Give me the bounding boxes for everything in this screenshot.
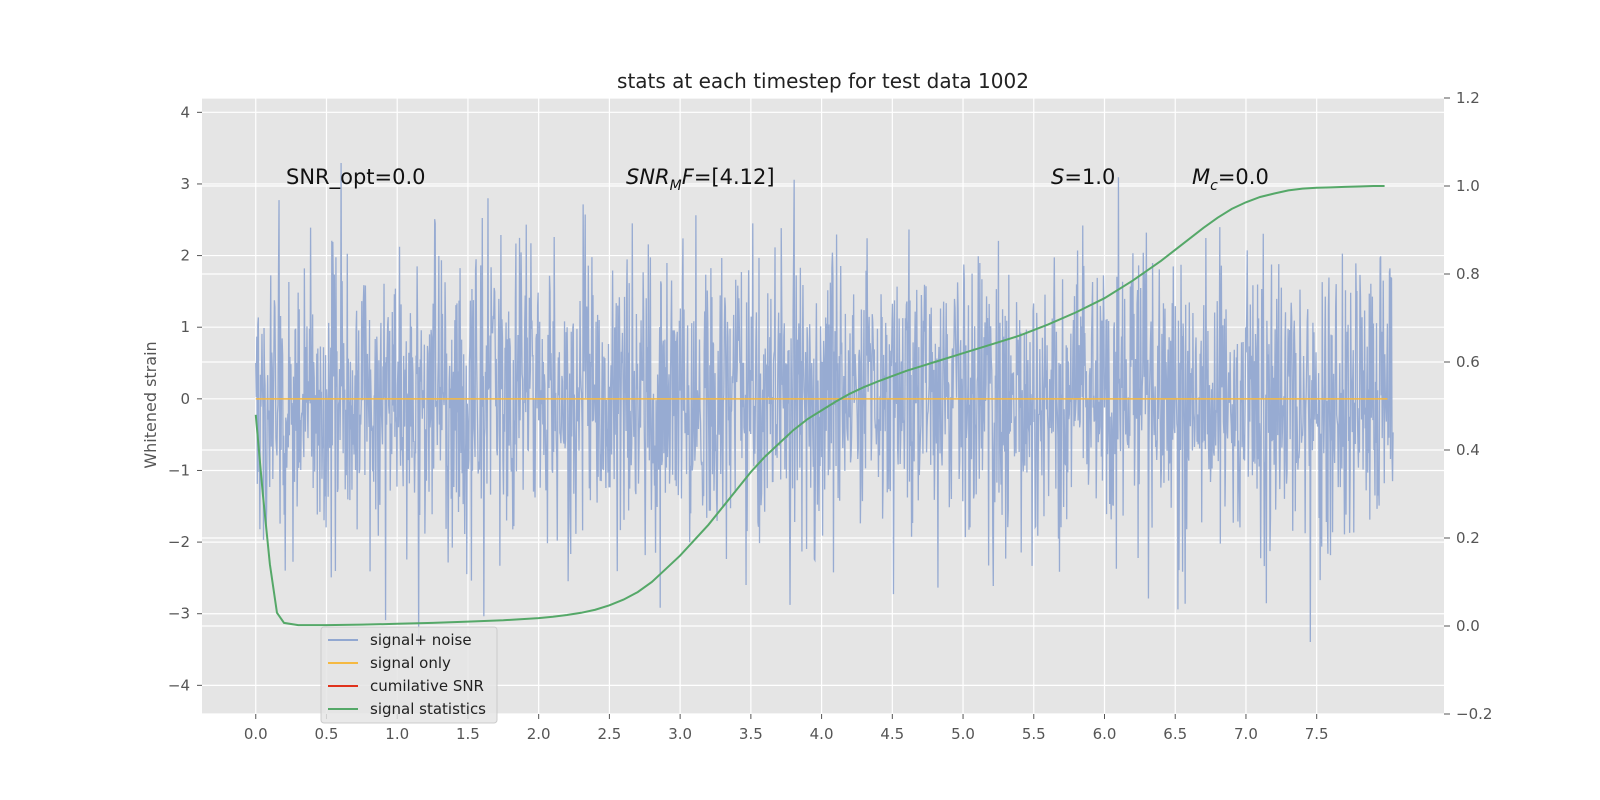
x-tick-label: 3.0 [668, 725, 692, 743]
x-tick-label: 1.0 [385, 725, 409, 743]
y2-tick-label: 0.0 [1456, 617, 1480, 635]
x-tick-label: 7.0 [1234, 725, 1258, 743]
y2-tick-label: 1.2 [1456, 89, 1480, 107]
signal-plus-noise-series [255, 162, 1394, 647]
y2-tick-label: 0.4 [1456, 441, 1480, 459]
annotation-snr-opt: SNR_opt=0.0 [286, 165, 426, 190]
signal-statistics-series [254, 185, 1385, 627]
legend-label-cumulative-snr: cumilative SNR [370, 677, 484, 695]
y-tick-label: 4 [180, 103, 190, 121]
x-tick-label: 4.0 [810, 725, 834, 743]
x-tick-label: 6.0 [1093, 725, 1117, 743]
legend-label-signal-plus-noise: signal+ noise [370, 631, 472, 649]
y-tick-label: −1 [168, 461, 190, 479]
x-tick-label: 1.5 [456, 725, 480, 743]
y2-tick-label: 1.0 [1456, 177, 1480, 195]
x-tick-label: 5.0 [951, 725, 975, 743]
y-tick-label: −4 [168, 676, 190, 694]
y2-tick-label: 0.8 [1456, 265, 1480, 283]
y-tick-label: 2 [180, 247, 190, 265]
annotation-mc: Mc=0.0 [1192, 165, 1269, 194]
legend-label-signal-statistics: signal statistics [370, 700, 486, 718]
x-tick-label: 3.5 [739, 725, 763, 743]
y-tick-label: −3 [168, 605, 190, 623]
y2-tick-label: −0.2 [1456, 705, 1492, 723]
annotation-snr-mf: SNRMF=[4.12] [626, 165, 775, 194]
y-axis-ticks: 4 3 2 1 0 −1 −2 −3 −4 [168, 103, 202, 694]
y-tick-label: 3 [180, 175, 190, 193]
annotation-s: S=1.0 [1051, 165, 1115, 189]
legend-box [320, 626, 498, 724]
y-axis-label: Whitened strain [141, 341, 160, 468]
x-tick-label: 7.5 [1305, 725, 1329, 743]
legend-label-signal-only: signal only [370, 654, 451, 672]
chart-title: stats at each timestep for test data 100… [617, 69, 1029, 93]
y2-tick-label: 0.6 [1456, 353, 1480, 371]
signal-plus-noise-line [255, 162, 1394, 647]
y-tick-label: −2 [168, 533, 190, 551]
x-tick-label: 5.5 [1022, 725, 1046, 743]
y-tick-label: 0 [180, 390, 190, 408]
x-axis-ticks: 0.0 0.5 1.0 1.5 2.0 2.5 3.0 3.5 4.0 4.5 5.0 5.5 6.0 6… [244, 714, 1329, 743]
x-tick-label: 6.5 [1163, 725, 1187, 743]
x-tick-label: 0.5 [315, 725, 339, 743]
x-tick-label: 2.0 [527, 725, 551, 743]
y-tick-label: 1 [180, 318, 190, 336]
x-tick-label: 0.0 [244, 725, 268, 743]
x-tick-label: 2.5 [597, 725, 621, 743]
y2-axis-ticks: 1.2 1.0 0.8 0.6 0.4 0.2 0.0 −0.2 [1444, 89, 1492, 723]
legend: signal+ noise signal only cumilative SNR… [320, 626, 498, 724]
x-tick-label: 4.5 [880, 725, 904, 743]
y2-tick-label: 0.2 [1456, 529, 1480, 547]
